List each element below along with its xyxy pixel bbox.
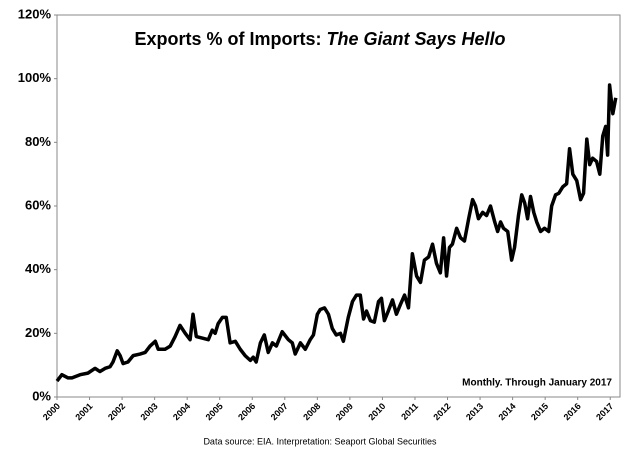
y-tick-label: 60% [25,197,51,212]
chart-title: Exports % of Imports: The Giant Says Hel… [134,29,505,49]
title-main: Exports % of Imports: [134,29,321,49]
annotation: Monthly. Through January 2017 [462,378,612,389]
y-tick-label: 80% [25,134,51,149]
title-emphasis: The Giant Says Hello [326,29,505,49]
x-tick-label: 2009 [334,401,355,422]
y-tick-label: 120% [18,6,52,21]
x-tick-label: 2012 [431,401,452,422]
x-tick-label: 2008 [301,401,322,422]
y-tick-label: 100% [18,70,52,85]
source-note: Data source: EIA. Interpretation: Seapor… [203,436,437,446]
x-tick-label: 2017 [594,401,615,422]
y-tick-label: 40% [25,261,51,276]
y-tick-label: 0% [32,388,51,403]
x-tick-label: 2013 [464,401,485,422]
x-tick-label: 2015 [529,401,550,422]
data-line [55,83,618,383]
x-tick-label: 2010 [366,401,387,422]
x-tick-label: 2000 [41,401,62,422]
x-tick-label: 2001 [73,401,94,422]
x-tick-label: 2006 [236,401,257,422]
x-tick-label: 2014 [496,401,517,422]
plot-frame [56,14,621,398]
x-tick-label: 2003 [138,401,159,422]
x-tick-label: 2016 [562,401,583,422]
x-tick-label: 2011 [399,401,420,422]
x-tick-label: 2002 [106,401,127,422]
y-tick-label: 20% [25,325,51,340]
x-tick-label: 2007 [269,401,290,422]
x-tick-label: 2005 [204,401,225,422]
x-tick-label: 2004 [171,401,192,422]
